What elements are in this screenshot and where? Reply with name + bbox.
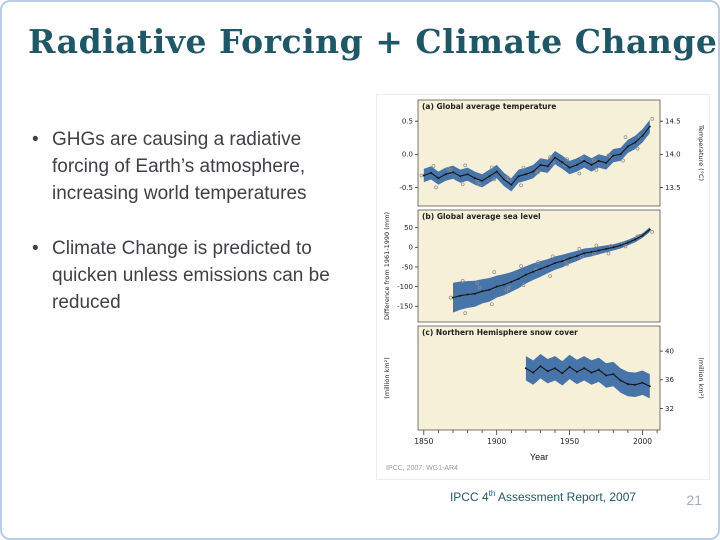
bullet-item: • Climate Change is predicted to quicken… (32, 235, 368, 316)
svg-text:-0.5: -0.5 (399, 184, 413, 192)
svg-text:Difference from 1961-1990 (mm): Difference from 1961-1990 (mm) (383, 212, 391, 320)
page-title: Radiative Forcing + Climate Change (28, 22, 718, 61)
svg-text:(a) Global average temperature: (a) Global average temperature (422, 102, 556, 111)
svg-text:32: 32 (665, 405, 674, 413)
figure-source-caption: IPCC, 2007: WG1-AR4 (386, 465, 458, 472)
x-axis-label: Year (529, 452, 549, 462)
page-number: 21 (686, 492, 702, 508)
svg-text:1950: 1950 (560, 437, 579, 446)
svg-text:(b) Global average sea level: (b) Global average sea level (422, 212, 541, 221)
credit-text: IPCC 4 (449, 490, 489, 504)
credit-text: Assessment Report, 2007 (495, 490, 637, 504)
svg-text:(c) Northern Hemisphere snow c: (c) Northern Hemisphere snow cover (422, 328, 578, 337)
svg-text:36: 36 (665, 376, 674, 384)
ipcc-figure: 0.5 0.0 -0.5 14.5 14.0 13.5 (a) Global average… (376, 94, 710, 480)
svg-text:50: 50 (404, 224, 413, 232)
svg-text:(million km²): (million km²) (383, 357, 391, 399)
svg-text:13.5: 13.5 (665, 184, 681, 192)
svg-text:-50: -50 (402, 263, 413, 271)
svg-text:1900: 1900 (487, 437, 506, 446)
svg-text:-100: -100 (397, 283, 413, 291)
svg-text:(million km²): (million km²) (697, 357, 705, 399)
svg-text:2000: 2000 (633, 437, 652, 446)
chart-panel-2: 50 0 -50 -100 -150 (b) Global average sea lev… (383, 209, 661, 323)
svg-text:0: 0 (409, 244, 413, 252)
svg-text:0.0: 0.0 (402, 151, 413, 159)
bullet-text: GHGs are causing a radiative forcing of … (52, 129, 307, 204)
ipcc-figure-charts: 0.5 0.0 -0.5 14.5 14.0 13.5 (a) Global average… (380, 98, 709, 452)
bullet-item: • GHGs are causing a radiative forcing o… (32, 126, 368, 207)
svg-text:Temperature (°C): Temperature (°C) (697, 124, 705, 181)
svg-text:14.0: 14.0 (665, 151, 681, 159)
bullet-text: Climate Change is predicted to quicken u… (52, 238, 330, 313)
chart-panel-3: 40 36 32 (c) Northern Hemisphere snow cover… (383, 325, 705, 446)
svg-text:-150: -150 (397, 303, 413, 311)
report-credit: IPCC 4th Assessment Report, 2007 (376, 489, 710, 504)
credit-superscript: th (488, 489, 496, 498)
bullet-marker: • (32, 129, 39, 150)
svg-text:40: 40 (665, 348, 674, 356)
bullet-list: • GHGs are causing a radiative forcing o… (32, 126, 368, 344)
chart-panel-1: 0.5 0.0 -0.5 14.5 14.0 13.5 (a) Global average… (399, 99, 705, 207)
svg-text:0.5: 0.5 (402, 118, 413, 126)
bullet-marker: • (32, 238, 39, 259)
svg-text:14.5: 14.5 (665, 118, 681, 126)
svg-text:1850: 1850 (414, 437, 433, 446)
